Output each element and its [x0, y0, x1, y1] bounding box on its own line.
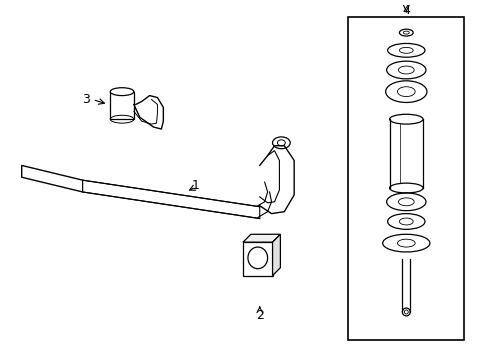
Text: 4: 4	[402, 4, 409, 18]
Ellipse shape	[389, 114, 422, 124]
Polygon shape	[272, 234, 280, 276]
Ellipse shape	[110, 88, 134, 95]
Text: 2: 2	[255, 309, 263, 323]
Polygon shape	[243, 242, 272, 276]
Bar	[110, 92, 134, 119]
Polygon shape	[82, 180, 259, 219]
Polygon shape	[243, 234, 280, 242]
Bar	[347, 17, 464, 339]
Text: 3: 3	[81, 93, 89, 106]
Text: 1: 1	[191, 179, 199, 192]
